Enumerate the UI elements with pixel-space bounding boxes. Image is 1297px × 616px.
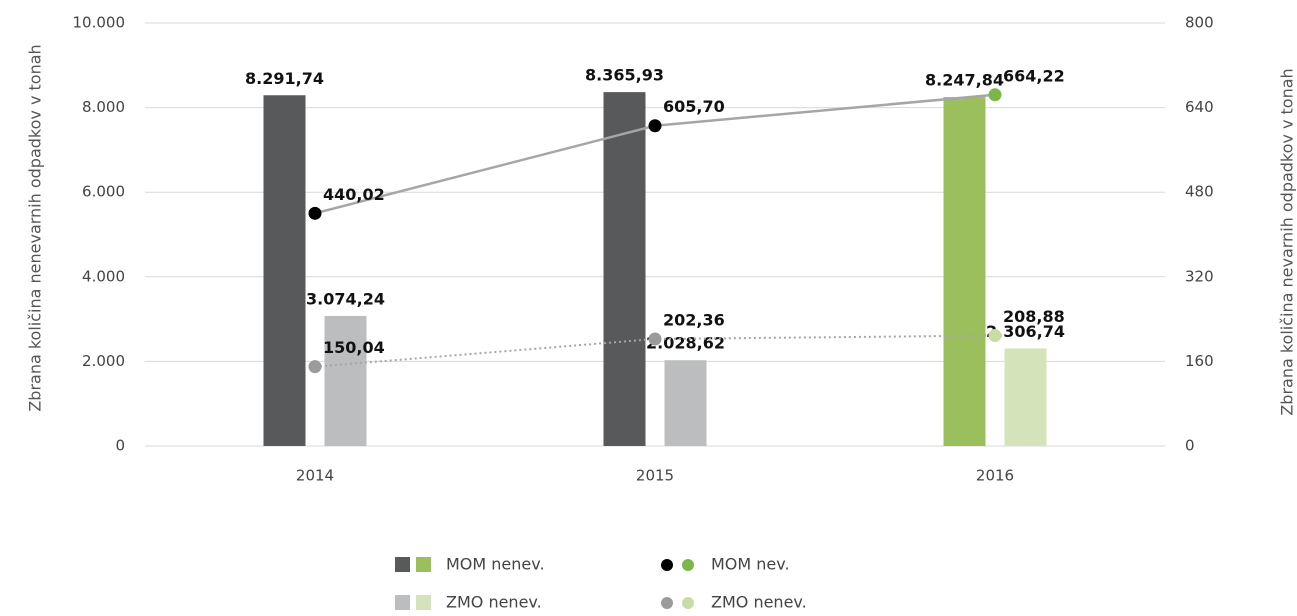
bar-value-label: 8.365,93	[585, 66, 664, 85]
legend-swatch	[682, 597, 694, 609]
x-tick-label: 2014	[296, 467, 334, 485]
bar-value-label: 3.074,24	[306, 289, 385, 308]
line-value-label: 664,22	[1003, 66, 1065, 85]
x-tick-label: 2016	[976, 467, 1014, 485]
legend-swatch	[661, 559, 673, 571]
y2-tick-label: 160	[1185, 352, 1214, 370]
line-point	[988, 329, 1002, 343]
legend-swatch	[416, 595, 431, 610]
legend-swatch	[395, 595, 410, 610]
legend-label: ZMO nenev.	[446, 593, 542, 612]
line-point	[988, 88, 1002, 102]
y2-tick-label: 320	[1185, 267, 1214, 285]
legend-swatch	[682, 559, 694, 571]
y-tick-label: 0	[115, 437, 125, 455]
line-value-label: 440,02	[323, 185, 385, 204]
legend-swatch	[661, 597, 673, 609]
line-point	[308, 360, 322, 374]
y-tick-label: 8.000	[82, 98, 125, 116]
line-value-label: 150,04	[323, 338, 385, 357]
legend-label: MOM nev.	[711, 555, 790, 574]
line-point	[648, 332, 662, 346]
line-value-label: 605,70	[663, 97, 725, 116]
bar-value-label: 2.306,74	[986, 322, 1065, 341]
y-tick-label: 2.000	[82, 352, 125, 370]
line	[314, 93, 996, 215]
line-value-label: 208,88	[1003, 307, 1065, 326]
legend-swatch	[416, 557, 431, 572]
legend-swatch	[395, 557, 410, 572]
y2-tick-label: 640	[1185, 98, 1214, 116]
x-tick-label: 2015	[636, 467, 674, 485]
line-point	[308, 206, 322, 220]
y2-axis-title: Zbrana količina nevarnih odpadkov v tona…	[1278, 68, 1297, 415]
bar	[263, 95, 306, 446]
y-tick-label: 10.000	[73, 14, 126, 32]
y2-tick-label: 800	[1185, 14, 1214, 32]
bar-value-label: 8.247,84	[925, 71, 1004, 90]
y-axis-title: Zbrana količina nenevarnih odpadkov v to…	[26, 44, 45, 411]
bar-value-label: 8.291,74	[245, 69, 324, 88]
y-tick-label: 4.000	[82, 267, 125, 285]
bar	[1004, 348, 1047, 446]
bar	[324, 315, 367, 446]
bar	[943, 97, 986, 447]
legend-label: MOM nenev.	[446, 555, 545, 574]
bar	[664, 360, 707, 446]
y2-tick-label: 0	[1185, 437, 1195, 455]
y-tick-label: 6.000	[82, 183, 125, 201]
line-value-label: 202,36	[663, 311, 725, 330]
bar	[603, 92, 646, 447]
y2-tick-label: 480	[1185, 183, 1214, 201]
line-point	[648, 119, 662, 133]
legend-label: ZMO nenev.	[711, 593, 807, 612]
